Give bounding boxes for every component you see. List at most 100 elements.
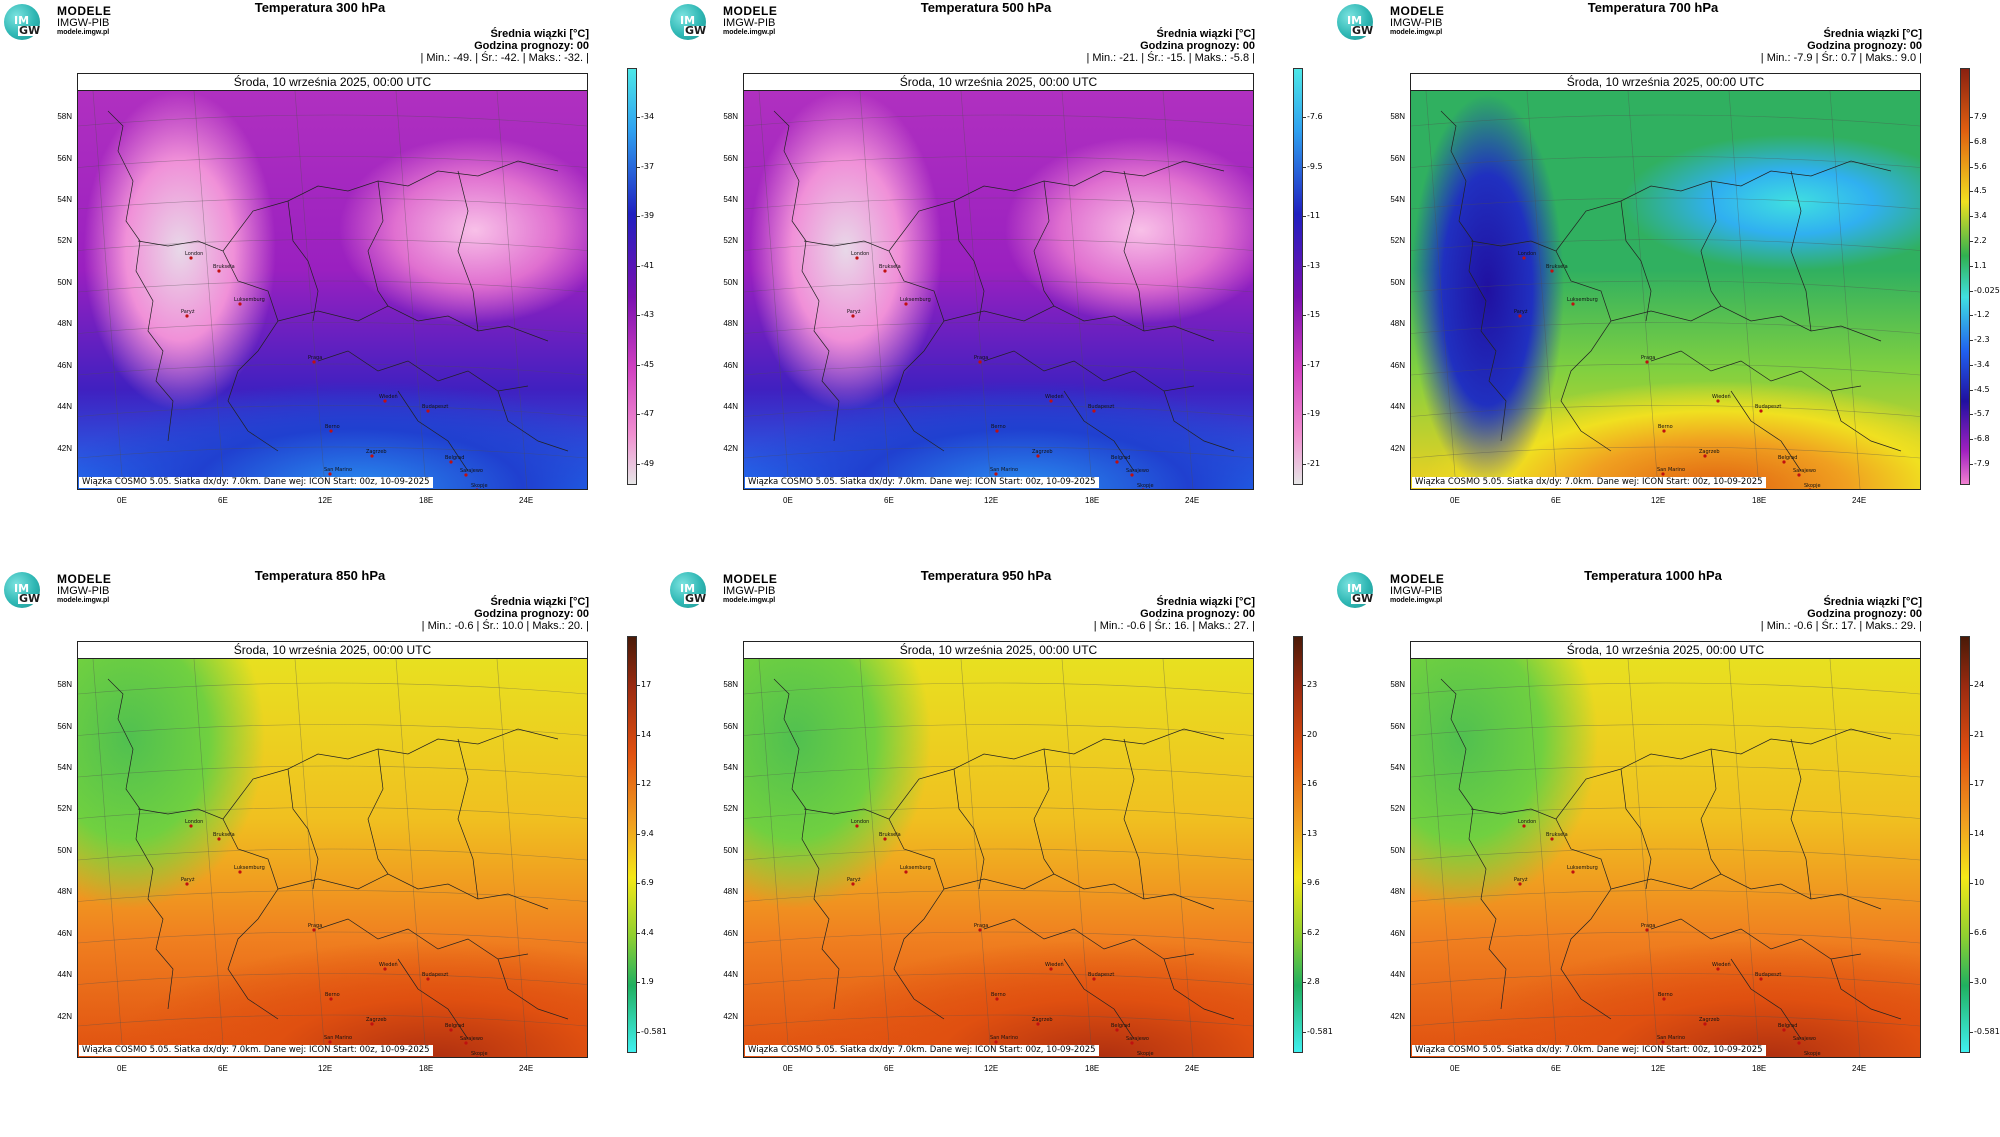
border-line xyxy=(277,305,549,342)
map-panel: IM GW MODELE IMGW-PIB modele.imgw.pl Tem… xyxy=(0,0,666,568)
city-label: Belgrad xyxy=(445,455,464,461)
longitude-label: 6E xyxy=(884,1064,894,1073)
map-panel: IM GW MODELE IMGW-PIB modele.imgw.pl Tem… xyxy=(1333,568,2000,1136)
border-line xyxy=(457,170,479,332)
colorbar xyxy=(1960,68,1970,485)
colorbar-tick: -41 xyxy=(635,260,655,270)
latitude-label: 44N xyxy=(1390,970,1405,979)
border-line xyxy=(137,240,279,452)
city-marker xyxy=(1141,488,1145,489)
city-label: San Marino xyxy=(1657,1035,1685,1041)
imgw-logo[interactable]: IM GW MODELE IMGW-PIB modele.imgw.pl xyxy=(666,568,786,612)
meridian-line xyxy=(1829,659,1861,1057)
city-marker xyxy=(1518,882,1522,886)
city-label: Luksemburg xyxy=(900,297,931,303)
city-marker xyxy=(1716,399,1720,403)
parallel-line xyxy=(744,114,1253,127)
logo-text-2: IMGW-PIB xyxy=(723,17,776,29)
colorbar-tick: 24 xyxy=(1968,680,1985,689)
imgw-logo[interactable]: IM GW MODELE IMGW-PIB modele.imgw.pl xyxy=(666,0,786,44)
city-marker xyxy=(1759,409,1763,413)
city-label: Berno xyxy=(991,424,1006,430)
colorbar-tick: 9.4 xyxy=(636,828,654,838)
city-label: Bruksela xyxy=(879,264,901,270)
forecast-hour: Godzina prognozy: 00 xyxy=(474,608,589,620)
logo-mark-icon: IM GW xyxy=(1337,572,1375,608)
imgw-logo[interactable]: IM GW MODELE IMGW-PIB modele.imgw.pl xyxy=(1333,0,1453,44)
parallel-line xyxy=(1411,363,1920,376)
border-line xyxy=(497,390,569,452)
city-label: Berno xyxy=(325,992,340,998)
parallel-line xyxy=(78,239,587,251)
city-marker xyxy=(1703,454,1707,458)
city-label: Budapeszt xyxy=(422,404,448,410)
city-label: Sarajewo xyxy=(1793,1036,1816,1042)
temperature-map: London Bruksela Luksemburg Paryż Praga Wiedeń… xyxy=(1411,91,1920,489)
colorbar-tick: -15 xyxy=(1301,310,1321,320)
longitude-label: 0E xyxy=(1450,496,1460,505)
colorbar-tick: -34 xyxy=(635,112,655,121)
city-label: London xyxy=(185,251,203,257)
colorbar-tick: 6.2 xyxy=(1302,927,1320,937)
border-line xyxy=(1440,678,1507,1010)
stats-box: Średnia wiązki [°C] Godzina prognozy: 00… xyxy=(1094,596,1255,632)
parallel-line xyxy=(744,405,1253,417)
longitude-label: 12E xyxy=(1651,496,1666,505)
longitude-label: 18E xyxy=(1085,496,1100,505)
city-marker xyxy=(370,454,374,458)
city-marker xyxy=(855,256,859,260)
imgw-logo[interactable]: IM GW MODELE IMGW-PIB modele.imgw.pl xyxy=(0,0,120,44)
border-line xyxy=(943,873,1215,910)
stats-heading: Średnia wiązki [°C] xyxy=(1823,596,1922,608)
meridian-line xyxy=(1061,91,1093,489)
logo-mark-bottom: GW xyxy=(684,24,708,37)
latitude-label: 44N xyxy=(723,970,738,979)
longitude-label: 6E xyxy=(218,496,228,505)
city-label: Zagrzeb xyxy=(366,449,387,455)
colorbar-tick: 13 xyxy=(1301,828,1318,838)
parallel-line xyxy=(78,848,587,861)
city-label: Zagrzeb xyxy=(366,1017,387,1023)
city-label: Luksemburg xyxy=(1567,297,1598,303)
colorbar-tick: 1.9 xyxy=(636,977,654,987)
city-marker xyxy=(475,1056,479,1057)
temperature-field xyxy=(744,659,1253,1057)
temperature-map: London Bruksela Luksemburg Paryż Praga Wiedeń… xyxy=(78,659,587,1057)
city-marker xyxy=(1115,460,1119,464)
colorbar-tick: -5.7 xyxy=(1969,409,1990,419)
latitude-label: 58N xyxy=(1390,112,1405,121)
colorbar-tick: 4.4 xyxy=(636,927,654,937)
forecast-hour: Godzina prognozy: 00 xyxy=(1807,608,1922,620)
imgw-logo[interactable]: IM GW MODELE IMGW-PIB modele.imgw.pl xyxy=(0,568,120,612)
logo-text-1: MODELE xyxy=(723,4,778,18)
latitude-label: 48N xyxy=(57,319,72,328)
latitude-label: 58N xyxy=(1390,680,1405,689)
latitude-label: 52N xyxy=(57,236,72,245)
stats-box: Średnia wiązki [°C] Godzina prognozy: 00… xyxy=(1761,596,1922,632)
longitude-label: 18E xyxy=(1752,1064,1767,1073)
meridian-line xyxy=(496,659,528,1057)
city-marker xyxy=(1759,977,1763,981)
meridian-line xyxy=(193,91,225,489)
border-line xyxy=(317,918,529,960)
model-footer: Wiązka COSMO 5.05. Siatka dx/dy: 7.0km. … xyxy=(1412,1045,1766,1056)
city-marker xyxy=(189,824,193,828)
colorbar xyxy=(1960,636,1970,1053)
city-label: Luksemburg xyxy=(900,865,931,871)
city-label: Praga xyxy=(1641,923,1655,929)
longitude-label: 12E xyxy=(318,496,333,505)
city-marker xyxy=(464,473,468,477)
latitude-label: 50N xyxy=(1390,278,1405,287)
imgw-logo[interactable]: IM GW MODELE IMGW-PIB modele.imgw.pl xyxy=(1333,568,1453,612)
parallel-line xyxy=(744,197,1253,210)
border-line xyxy=(1620,200,1652,322)
logo-text-2: IMGW-PIB xyxy=(57,17,110,29)
city-label: Belgrad xyxy=(445,1023,464,1029)
border-line xyxy=(953,200,985,322)
latitude-label: 56N xyxy=(723,154,738,163)
border-line xyxy=(803,808,945,1020)
map-panel: IM GW MODELE IMGW-PIB modele.imgw.pl Tem… xyxy=(0,568,667,1136)
city-marker xyxy=(1115,1028,1119,1032)
border-line xyxy=(317,350,529,392)
parallel-line xyxy=(744,890,1253,902)
